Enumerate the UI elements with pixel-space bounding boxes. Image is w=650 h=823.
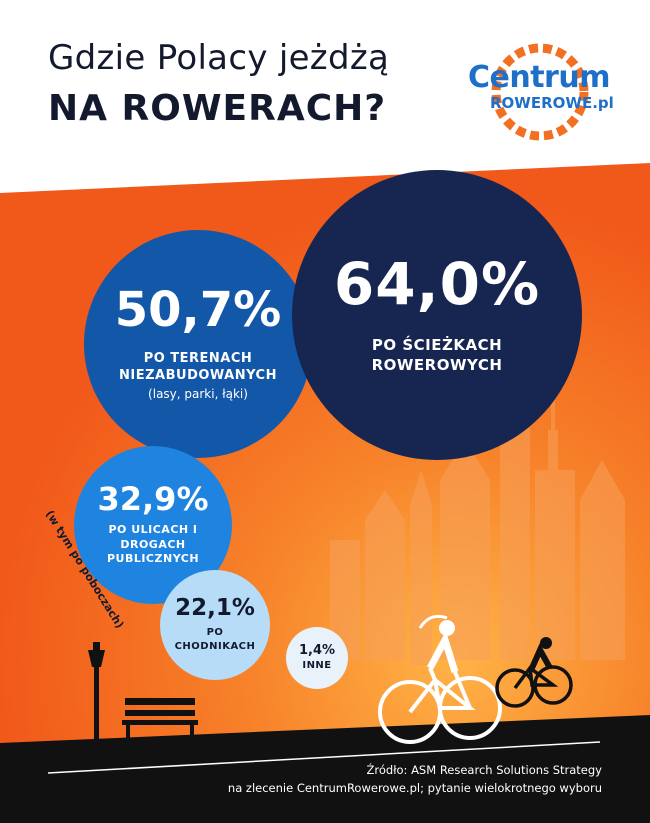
source-line-1: Źródło: ASM Research Solutions Strategy [366,763,602,777]
sidewalks-label: PO CHODNIKACH [174,627,256,652]
sidewalks-percent: 22,1% [175,595,255,621]
bubble-sidewalks: 22,1% PO CHODNIKACH [160,570,270,680]
streets-percent: 32,9% [97,479,209,518]
source-line-2: na zlecenie CentrumRowerowe.pl; pytanie … [227,780,602,795]
bubble-other: 1,4% INNE [286,627,348,689]
terrain-note: (lasy, parki, łąki) [148,386,248,401]
title-line-1: Gdzie Polacy jeżdżą [48,38,390,78]
other-percent: 1,4% [298,642,336,658]
title-line-2: NA ROWERACH? [48,88,387,129]
streets-label: PO ULICACH I DROGACH PUBLICZNYCH [106,522,200,566]
city-skyline [330,370,625,665]
bike-paths-label: PO ŚCIEŻKACH ROWEROWYCH [371,335,503,374]
terrain-percent: 50,7% [114,281,282,338]
cyclist-icon [378,614,502,744]
street-lamp-icon [88,642,105,745]
source-note: Źródło: ASM Research Solutions Strategy … [182,762,602,798]
logo-subtitle: ROWEROWE.pl [490,94,614,112]
other-label: INNE [302,659,332,671]
bubble-bike-paths: 64,0% PO ŚCIEŻKACH ROWEROWYCH [292,170,582,460]
park-bench-icon [122,698,198,742]
road-line [47,741,601,774]
bubble-terrain: 50,7% PO TERENACH NIEZABUDOWANYCH (lasy,… [84,230,312,458]
terrain-label: PO TERENACH NIEZABUDOWANYCH [119,350,277,384]
ground [0,715,650,823]
brand-logo[interactable]: Centrum ROWEROWE.pl [460,34,620,144]
logo-wordmark: Centrum [468,60,610,95]
cyclist-icon [495,637,573,708]
bike-paths-percent: 64,0% [333,249,541,318]
chainring-icon [491,43,589,141]
